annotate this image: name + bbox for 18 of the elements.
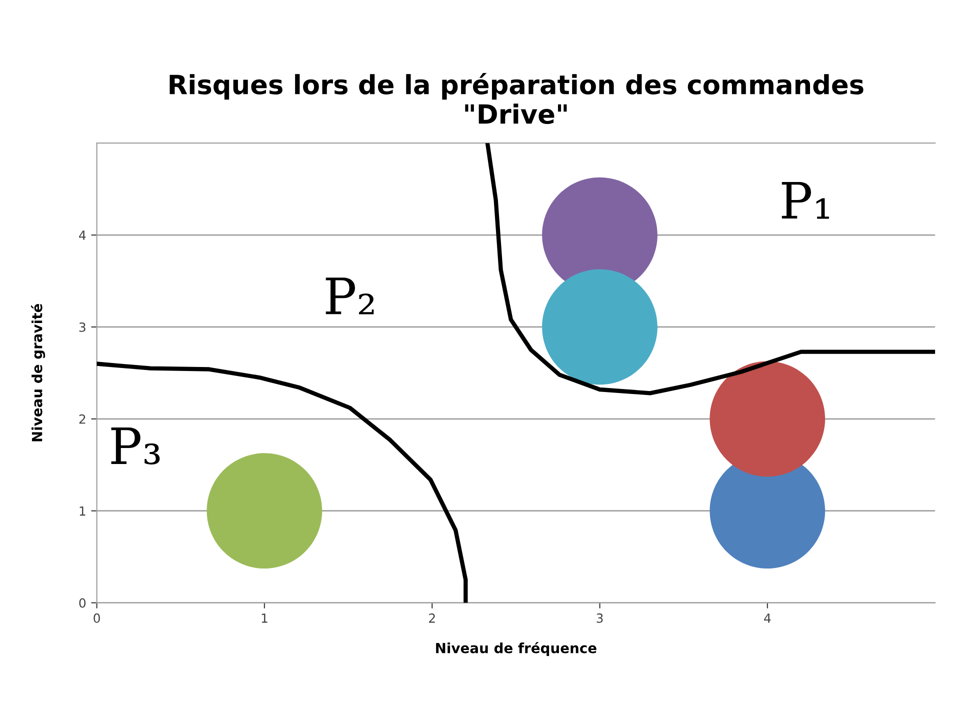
annotation: P₂ [326, 278, 374, 314]
y-tick-label: 1 [80, 506, 86, 516]
y-tick-label: 4 [79, 230, 86, 240]
y-tick-label: 2 [79, 414, 86, 424]
x-axis-title: Niveau de fréquence [436, 642, 596, 656]
x-tick-label: 2 [429, 613, 435, 623]
x-tick-label: 1 [262, 614, 268, 623]
chart-title: Risques lors de la préparation des commandes "Drive" [170, 73, 864, 124]
y-axis-title: Niveau de gravité [30, 304, 46, 442]
y-tick-label: 3 [79, 322, 86, 332]
x-tick-label: 0 [94, 613, 100, 623]
annotation: P₃ [111, 428, 160, 465]
annotation: P₁ [782, 182, 829, 219]
x-tick-label: 4 [764, 614, 771, 623]
y-tick-label: 0 [79, 598, 86, 608]
line-series [485, 143, 936, 396]
line-series [96, 362, 468, 603]
x-tick-label: 3 [596, 613, 603, 623]
